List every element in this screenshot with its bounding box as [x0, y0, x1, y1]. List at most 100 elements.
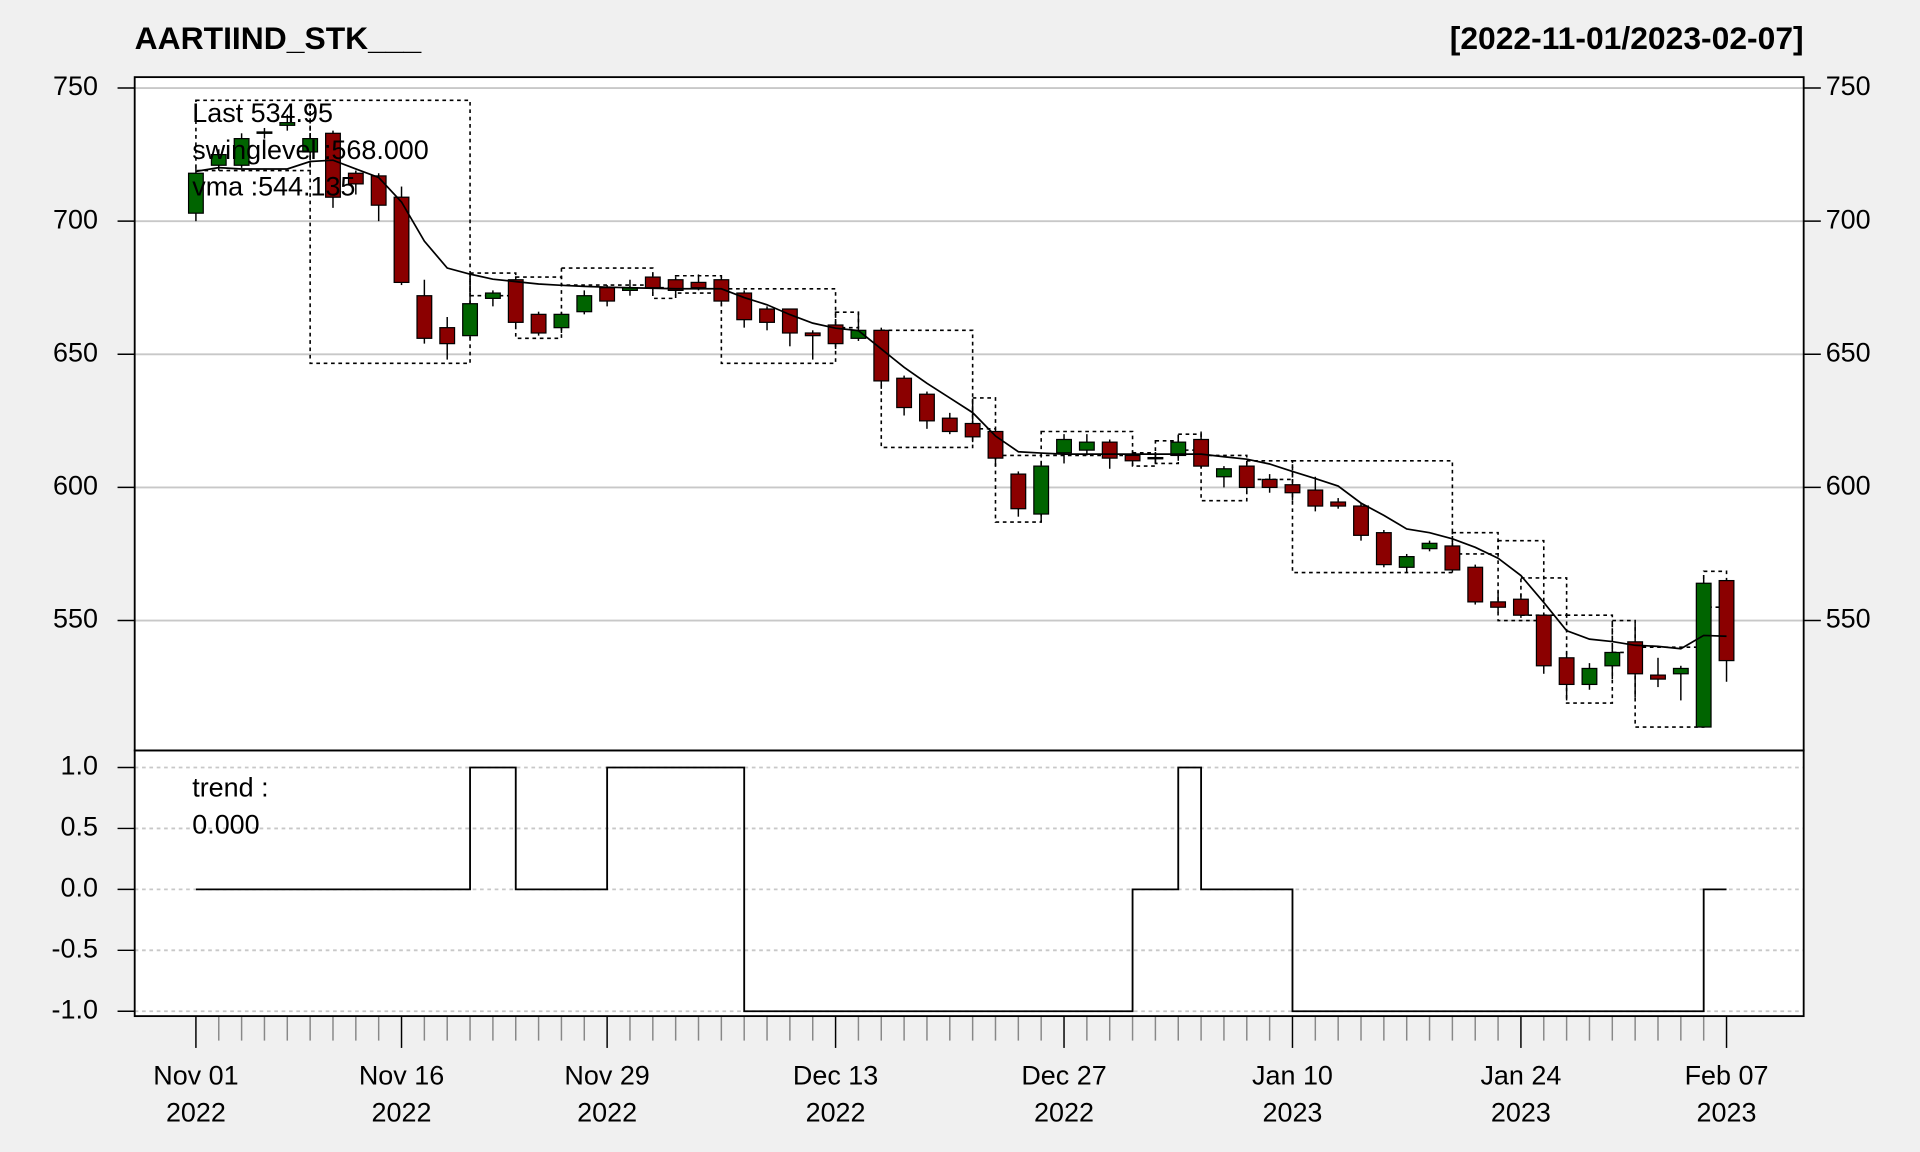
candle-body [1193, 438, 1210, 467]
vma-line [195, 159, 1727, 650]
candle-body [347, 172, 364, 185]
candle-body [1718, 579, 1735, 662]
candle-body [1124, 454, 1141, 462]
candle-body [210, 153, 227, 166]
candle-body [1033, 465, 1050, 515]
swing-box [652, 286, 677, 300]
candle-body [439, 327, 456, 345]
candle-body [873, 329, 890, 382]
candle-body [416, 295, 433, 339]
last-label: Last 534.95 [192, 98, 333, 128]
candle-body [781, 308, 798, 334]
x-tick-label: Feb 07 2023 [1684, 1060, 1769, 1128]
swing-box [1497, 539, 1545, 622]
y-tick-label: 650 [53, 337, 98, 367]
y-tick-label: 700 [1826, 204, 1871, 234]
candle-body [1284, 484, 1301, 494]
candle-body [1375, 532, 1392, 566]
candle-body [941, 417, 958, 433]
candle-body [462, 303, 479, 337]
candle-body [804, 332, 821, 337]
candle-body [599, 287, 616, 302]
candle-body [1512, 598, 1529, 616]
candle-body [690, 281, 707, 289]
candle-body [1467, 566, 1484, 603]
y-tick-label: 750 [1826, 71, 1871, 101]
trend-line [195, 766, 1727, 1013]
candle-body [1650, 674, 1666, 680]
y-tick-label: 550 [53, 604, 98, 634]
candle-body [1672, 667, 1689, 675]
x-tick-label: Jan 10 2023 [1252, 1060, 1333, 1128]
candle-body [1307, 489, 1324, 507]
swing-box [994, 454, 1042, 523]
candle-body [302, 138, 319, 153]
candle-body [576, 295, 593, 313]
candle-body [1215, 468, 1232, 478]
candle-body [1627, 641, 1644, 675]
swing-box [1451, 531, 1499, 555]
candle-body [1261, 478, 1278, 489]
y-tick-label: 650 [1826, 337, 1871, 367]
candle-body [759, 308, 776, 323]
swing-box [720, 287, 837, 365]
candle-body [393, 196, 410, 284]
candle-body [1101, 441, 1118, 459]
candle-body [713, 279, 730, 302]
y-tick-label: 700 [53, 204, 98, 234]
date-range: [2022-11-01/2023-02-07] [1450, 20, 1804, 56]
swing-box [309, 99, 471, 365]
swing-box [514, 276, 563, 340]
y-tick-label: -0.5 [52, 933, 98, 963]
swing-box [880, 329, 974, 449]
candle-body [1398, 556, 1415, 568]
candle-body [1147, 456, 1164, 460]
swing-box [971, 397, 997, 430]
vma-label: vma :544.135 [192, 172, 355, 202]
candle-body [896, 377, 913, 409]
candle-body [667, 279, 684, 291]
candle-body [325, 132, 341, 198]
y-tick-label: 0.0 [61, 872, 98, 902]
swing-box [560, 267, 654, 286]
trend-label: trend : [192, 773, 268, 803]
trend-value-label: 0.000 [192, 809, 259, 839]
y-tick-label: 0.5 [61, 812, 98, 842]
candle-body [1056, 438, 1072, 454]
trend-frame [133, 749, 1805, 1018]
candle-body [1581, 667, 1598, 686]
candle-body [918, 393, 935, 422]
x-tick-label: Jan 24 2023 [1480, 1060, 1562, 1128]
x-tick-label: Dec 27 2022 [1021, 1060, 1107, 1128]
candle-body [530, 313, 547, 334]
candle-body [187, 172, 204, 214]
candle-body [1421, 542, 1438, 550]
x-tick-label: Dec 13 2022 [792, 1060, 879, 1128]
candle-body [1170, 441, 1187, 457]
candle-body [553, 313, 570, 329]
candle-body [1238, 465, 1255, 489]
x-tick-label: Nov 29 2022 [564, 1060, 650, 1128]
swing-box [1040, 430, 1134, 457]
x-tick-label: Nov 16 2022 [358, 1060, 445, 1128]
y-tick-label: -1.0 [52, 994, 98, 1024]
candle-body [964, 422, 981, 438]
y-tick-label: 600 [1826, 471, 1871, 501]
candle-body [827, 324, 844, 345]
plot-background [134, 77, 1804, 1017]
candle-body [233, 138, 250, 166]
x-tick-label: Nov 01 2022 [153, 1060, 239, 1128]
swing-label: swinglevel :568.000 [192, 135, 429, 165]
candle-body [1010, 473, 1027, 510]
candle-body [1330, 501, 1347, 507]
y-tick-label: 750 [53, 71, 98, 101]
candle-body [644, 276, 661, 289]
y-tick-label: 600 [53, 471, 98, 501]
candle-body [484, 292, 501, 299]
candle-body [370, 175, 387, 206]
y-tick-label: 1.0 [61, 751, 98, 781]
candle-body [736, 292, 753, 321]
candle-body [1558, 657, 1575, 686]
